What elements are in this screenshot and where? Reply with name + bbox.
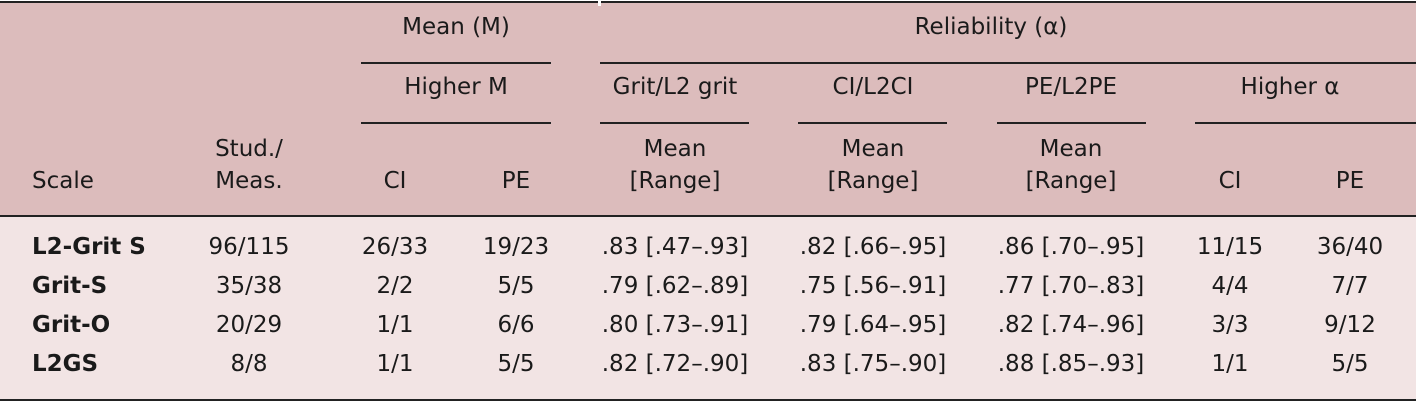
header-higher-m: Higher M xyxy=(404,74,508,100)
row-2-scale: Grit-S xyxy=(32,273,108,299)
row-1-stud: 96/115 xyxy=(208,234,290,260)
header-grit-mean: Mean xyxy=(643,136,707,162)
cmidrule-mean xyxy=(361,62,551,64)
row-2-pe: .77 [.70–.83] xyxy=(997,273,1145,299)
row-1-m-pe: 19/23 xyxy=(482,234,550,260)
row-3-a-pe: 9/12 xyxy=(1324,312,1376,338)
header-ci-mean: Mean xyxy=(841,136,905,162)
row-4-stud: 8/8 xyxy=(230,351,268,377)
top-rule xyxy=(0,1,1416,3)
header-ci-l2ci: CI/L2CI xyxy=(832,74,914,100)
cmidrule-reliability xyxy=(600,62,1416,64)
cmidrule-higher-m xyxy=(361,122,551,124)
header-grit-range: [Range] xyxy=(629,168,721,194)
row-3-m-ci: 1/1 xyxy=(376,312,414,338)
row-2-m-pe: 5/5 xyxy=(497,273,535,299)
row-1-m-ci: 26/33 xyxy=(361,234,429,260)
row-2-a-pe: 7/7 xyxy=(1331,273,1369,299)
bottom-rule xyxy=(0,399,1416,401)
cmidrule-pe xyxy=(997,122,1146,124)
header-mean-pe: PE xyxy=(501,168,531,194)
row-3-scale: Grit-O xyxy=(32,312,111,338)
row-2-grit: .79 [.62–.89] xyxy=(601,273,749,299)
row-2-stud: 35/38 xyxy=(215,273,283,299)
header-reliability-group: Reliability (α) xyxy=(914,14,1068,40)
row-3-ci: .79 [.64–.95] xyxy=(799,312,947,338)
header-scale: Scale xyxy=(32,168,94,194)
row-4-a-pe: 5/5 xyxy=(1331,351,1369,377)
row-4-ci: .83 [.75–.90] xyxy=(799,351,947,377)
header-rule xyxy=(0,215,1416,217)
table-body-background xyxy=(0,216,1416,399)
header-stud-line2: Meas. xyxy=(215,168,283,194)
row-2-ci: .75 [.56–.91] xyxy=(799,273,947,299)
row-3-a-ci: 3/3 xyxy=(1211,312,1249,338)
row-2-a-ci: 4/4 xyxy=(1211,273,1249,299)
row-3-stud: 20/29 xyxy=(215,312,283,338)
row-1-ci: .82 [.66–.95] xyxy=(799,234,947,260)
row-1-a-ci: 11/15 xyxy=(1196,234,1264,260)
header-pe-mean: Mean xyxy=(1039,136,1103,162)
row-3-pe: .82 [.74–.96] xyxy=(997,312,1145,338)
header-grit-l2grit: Grit/L2 grit xyxy=(612,74,738,100)
row-4-grit: .82 [.72–.90] xyxy=(601,351,749,377)
cmidrule-grit xyxy=(600,122,749,124)
cmidrule-higher-alpha xyxy=(1195,122,1416,124)
row-4-m-pe: 5/5 xyxy=(497,351,535,377)
header-ci-range: [Range] xyxy=(827,168,919,194)
header-pe-range: [Range] xyxy=(1025,168,1117,194)
row-3-grit: .80 [.73–.91] xyxy=(601,312,749,338)
row-2-m-ci: 2/2 xyxy=(376,273,414,299)
header-stud-line1: Stud./ xyxy=(215,136,283,162)
cmidrule-ci xyxy=(798,122,947,124)
row-1-scale: L2-Grit S xyxy=(32,234,146,260)
row-4-a-ci: 1/1 xyxy=(1211,351,1249,377)
header-pe-l2pe: PE/L2PE xyxy=(1025,74,1117,100)
row-1-a-pe: 36/40 xyxy=(1316,234,1384,260)
row-3-m-pe: 6/6 xyxy=(497,312,535,338)
header-mean-ci: CI xyxy=(383,168,407,194)
header-alpha-ci: CI xyxy=(1218,168,1242,194)
group-gap-marker xyxy=(598,0,601,6)
row-1-pe: .86 [.70–.95] xyxy=(997,234,1145,260)
header-alpha-pe: PE xyxy=(1335,168,1365,194)
row-4-scale: L2GS xyxy=(32,351,99,377)
header-mean-group: Mean (M) xyxy=(402,14,510,40)
row-4-m-ci: 1/1 xyxy=(376,351,414,377)
header-higher-alpha: Higher α xyxy=(1240,74,1340,100)
row-1-grit: .83 [.47–.93] xyxy=(601,234,749,260)
row-4-pe: .88 [.85–.93] xyxy=(997,351,1145,377)
table-header-background xyxy=(0,2,1416,216)
